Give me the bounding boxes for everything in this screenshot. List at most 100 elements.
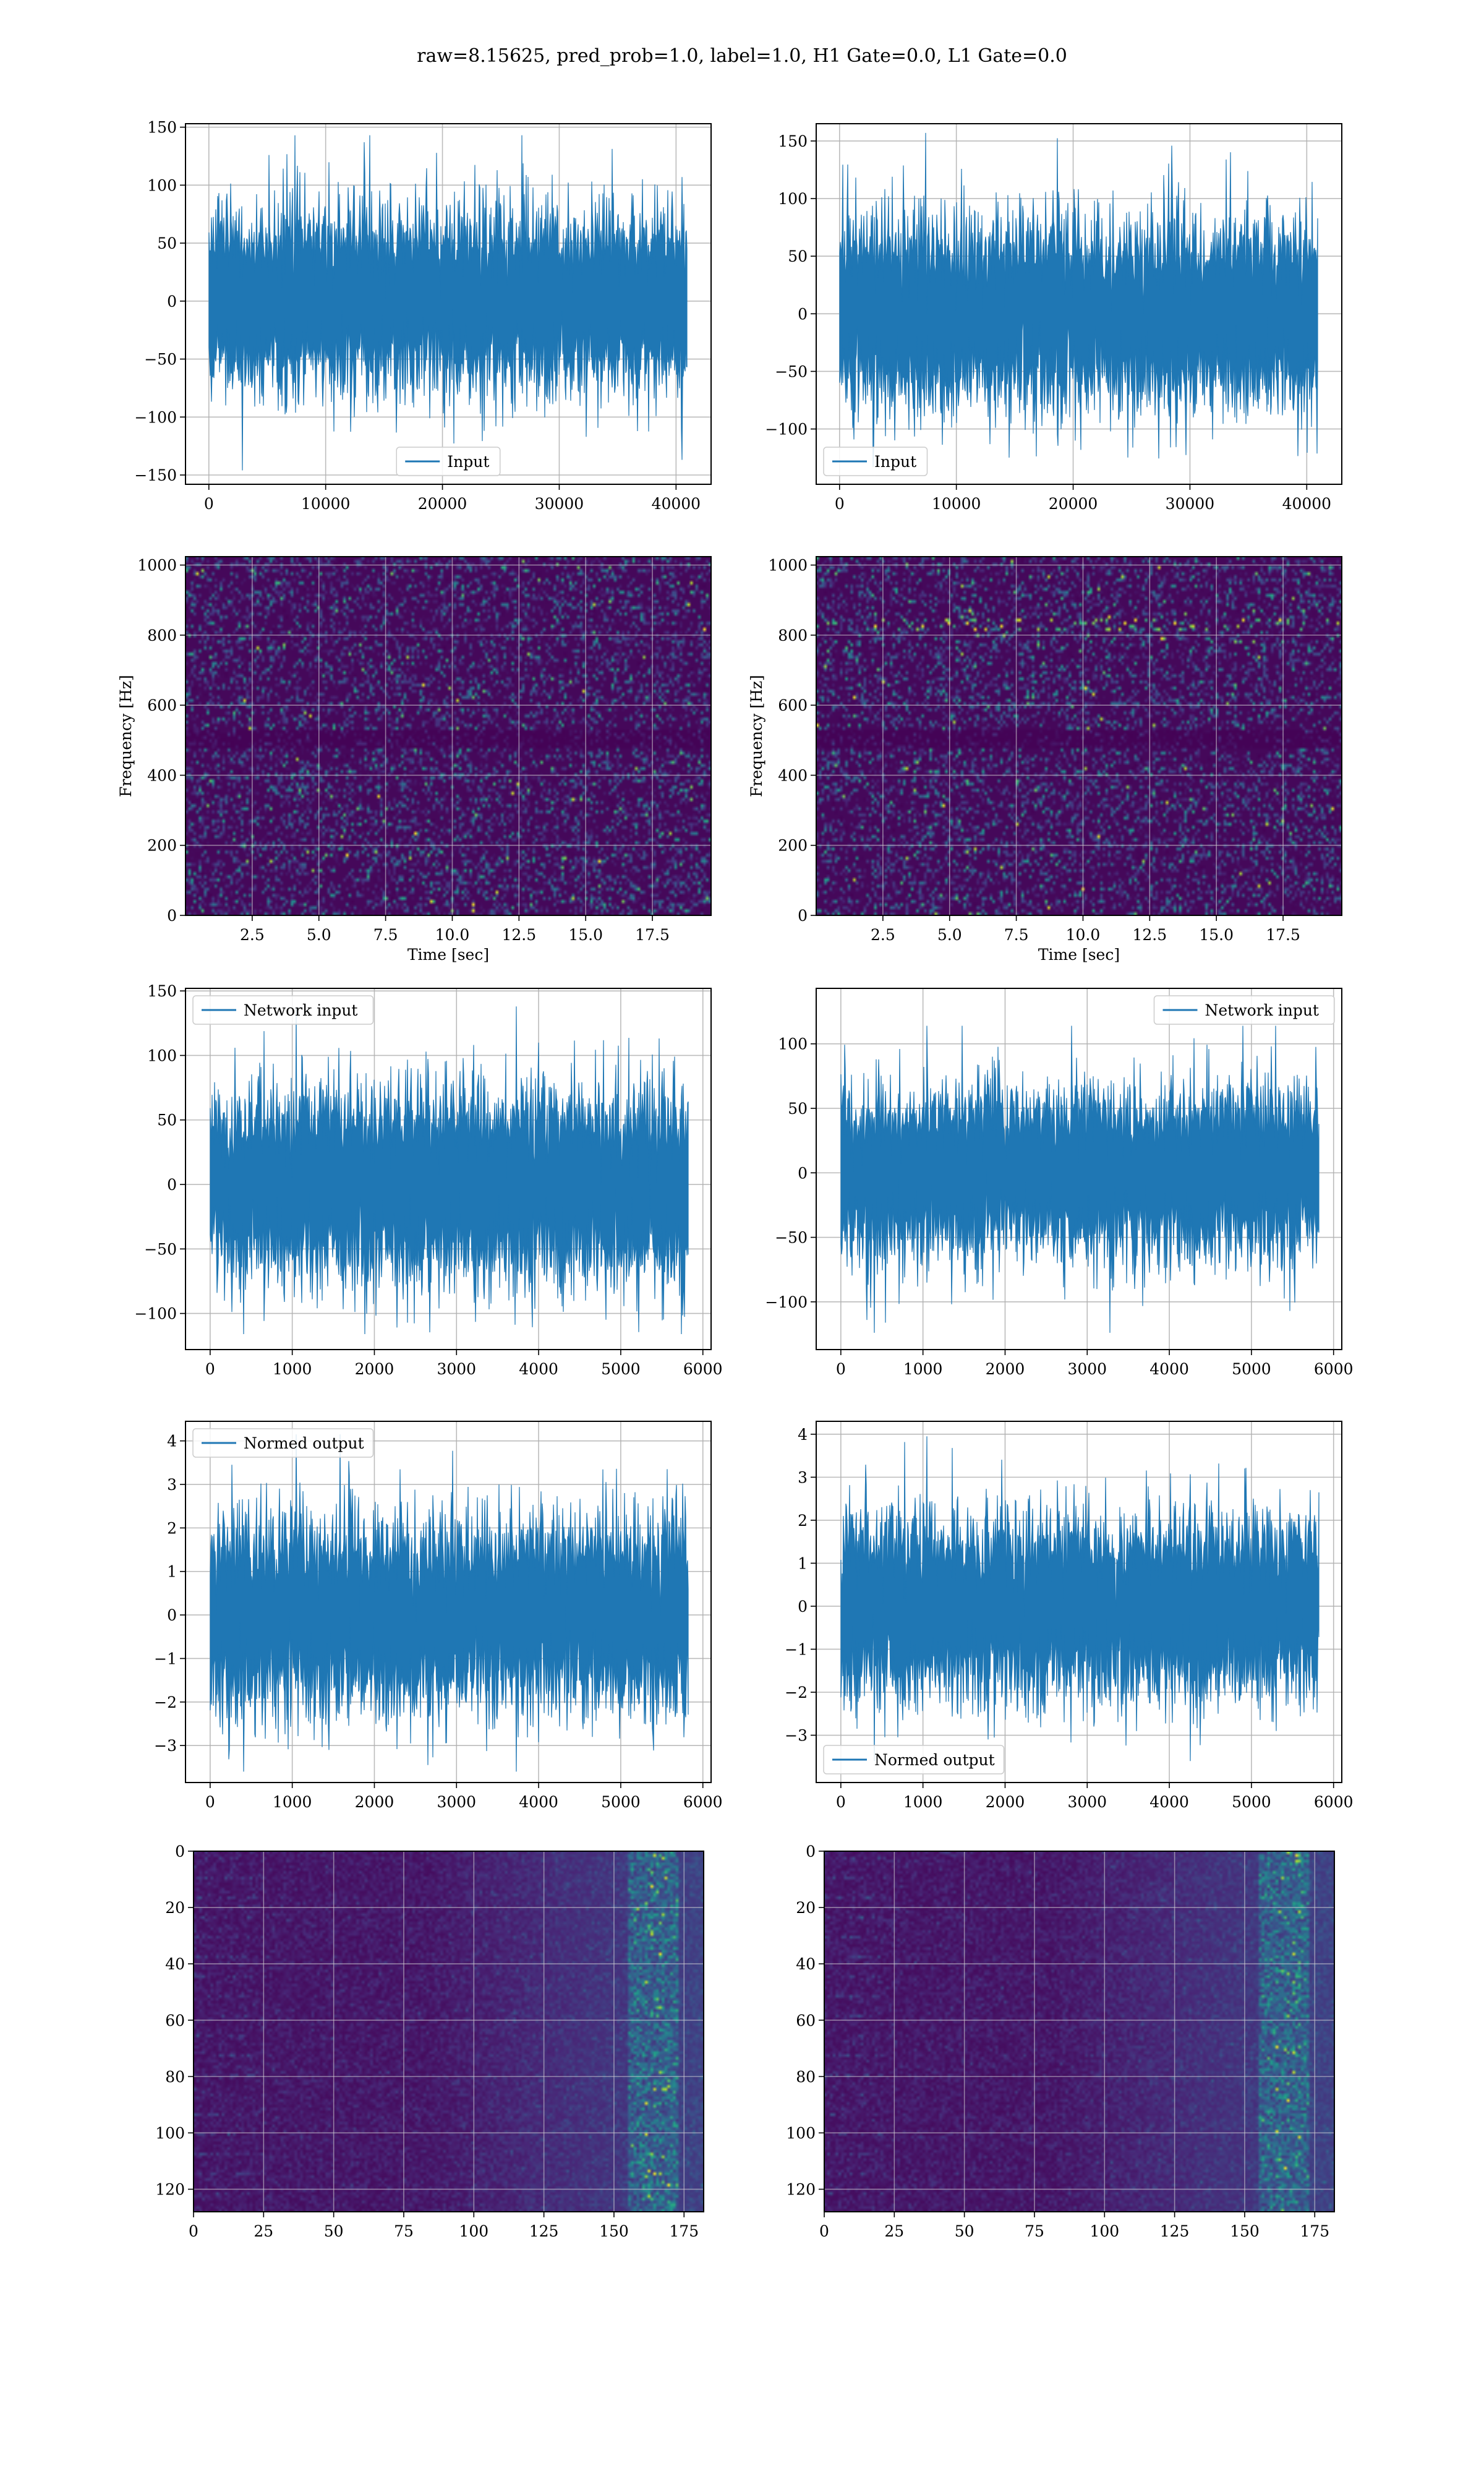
x-tick-label: 0 (205, 1793, 215, 1811)
x-tick-label: 0 (819, 2222, 829, 2240)
x-tick-label: 0 (204, 495, 214, 513)
y-tick-label: 20 (796, 1899, 816, 1917)
axes-frame (185, 556, 712, 916)
x-tick-label: 15.0 (568, 926, 603, 944)
x-tick-label: 150 (1230, 2222, 1260, 2240)
x-tick-label: 0 (836, 1360, 846, 1378)
x-tick-label: 20000 (1049, 495, 1098, 513)
panel-netin-l1: 0 1000 2000 3000 4000 5000 6000 −100 −50 0 50 100 Ne… (765, 988, 1354, 1378)
y-tick-label: −100 (134, 1305, 177, 1323)
x-tick-label: 6000 (683, 1360, 723, 1378)
x-tick-label: 0 (835, 495, 845, 513)
y-tick-label: 100 (147, 176, 177, 194)
x-tick-label: 2000 (986, 1793, 1025, 1811)
y-tick-label: −1 (785, 1640, 808, 1658)
legend-box (1153, 995, 1335, 1025)
x-tick-label: 125 (529, 2222, 559, 2240)
x-tick-label: 0 (205, 1360, 215, 1378)
x-tick-label: 10000 (932, 495, 981, 513)
x-tick-label: 5.0 (307, 926, 331, 944)
x-tick-label: 6000 (1314, 1360, 1354, 1378)
y-tick-label: 60 (796, 2011, 816, 2029)
y-tick-label: −50 (775, 1229, 808, 1247)
x-tick-label: 150 (599, 2222, 629, 2240)
legend-box (823, 447, 928, 476)
y-tick-label: 0 (175, 1843, 185, 1860)
y-tick-label: 0 (167, 907, 177, 925)
series-spikes (210, 1038, 688, 1183)
y-tick-label: 3 (798, 1468, 808, 1486)
y-axis-label: Frequency [Hz] (748, 675, 765, 797)
x-tick-label: 10000 (301, 495, 351, 513)
panel-feat-l1: 0 25 50 75 100 125 150 175 0 20 40 60 80 100 120 (786, 1843, 1335, 2240)
x-tick-label: 6000 (1314, 1793, 1354, 1811)
series-spikes (840, 1448, 1319, 1614)
x-tick-label: 125 (1160, 2222, 1190, 2240)
x-tick-label: 30000 (535, 495, 584, 513)
y-tick-label: 50 (788, 1100, 808, 1118)
x-tick-label: 4000 (519, 1360, 558, 1378)
x-tick-label: 4000 (1149, 1360, 1189, 1378)
legend: Network input (1153, 995, 1335, 1025)
x-tick-label: 1000 (903, 1793, 943, 1811)
y-tick-label: 50 (788, 247, 808, 265)
y-tick-label: 4 (167, 1432, 177, 1450)
y-tick-label: 120 (786, 2181, 816, 2199)
x-tick-label: 10.0 (1066, 926, 1101, 944)
heatmap-image-feat-l1 (824, 1851, 1334, 2212)
x-tick-label: 2.5 (871, 926, 895, 944)
legend-box (192, 995, 374, 1025)
y-tick-label: 60 (165, 2011, 185, 2029)
y-tick-label: −50 (144, 351, 177, 369)
y-tick-label: 0 (798, 1598, 808, 1616)
panel-netin-h1: 0 1000 2000 3000 4000 5000 6000 −100 −50 0 50 100 15… (134, 982, 722, 1378)
x-tick-label: 5.0 (937, 926, 962, 944)
y-tick-label: −50 (144, 1240, 177, 1258)
x-tick-label: 5000 (1232, 1793, 1271, 1811)
y-tick-label: 400 (778, 766, 808, 784)
x-tick-label: 75 (1025, 2222, 1044, 2240)
y-tick-label: 100 (147, 1047, 177, 1064)
y-tick-label: −1 (154, 1650, 177, 1667)
y-tick-label: 600 (147, 696, 177, 714)
series-spikes (208, 135, 687, 299)
x-tick-label: 4000 (1149, 1793, 1189, 1811)
x-tick-label: 50 (324, 2222, 344, 2240)
legend: Input (823, 447, 928, 476)
y-tick-label: 3 (167, 1476, 177, 1494)
x-tick-label: 20000 (418, 495, 467, 513)
y-tick-label: −2 (785, 1684, 808, 1701)
y-tick-label: 1 (167, 1563, 177, 1581)
y-tick-label: 0 (806, 1843, 816, 1860)
x-tick-label: 17.5 (1266, 926, 1300, 944)
panel-input-l1: 0 10000 20000 30000 40000 −100 −50 0 50 100 150 Inp… (765, 123, 1342, 513)
axes-frame (185, 1421, 712, 1783)
x-tick-label: 100 (1090, 2222, 1119, 2240)
x-tick-label: 40000 (1282, 495, 1332, 513)
x-tick-label: 7.5 (1004, 926, 1029, 944)
heatmap-image-feat-h1 (194, 1851, 704, 2212)
y-tick-label: 800 (147, 627, 177, 644)
legend: Normed output (823, 1745, 1005, 1774)
legend-box (192, 1428, 374, 1458)
axes-frame (816, 123, 1342, 485)
x-tick-label: 5000 (601, 1360, 641, 1378)
x-tick-label: 25 (254, 2222, 273, 2240)
y-tick-label: 150 (778, 132, 808, 150)
y-tick-label: 400 (147, 766, 177, 784)
x-tick-label: 3000 (437, 1360, 476, 1378)
panel-spec-l1: 2.5 5.0 7.5 10.0 12.5 15.0 17.5 0 200 400 600 800 10… (748, 556, 1342, 964)
x-tick-label: 0 (189, 2222, 198, 2240)
legend-label: Normed output (874, 1751, 995, 1769)
panel-input-h1: 0 10000 20000 30000 40000 −150 −100 −50 0 50 100 15… (134, 119, 712, 513)
y-tick-label: 40 (165, 1955, 185, 1973)
y-tick-label: 20 (165, 1899, 185, 1917)
y-tick-label: 0 (798, 305, 808, 323)
x-tick-label: 4000 (519, 1793, 558, 1811)
y-tick-label: 1000 (137, 557, 177, 575)
x-tick-label: 10.0 (435, 926, 470, 944)
y-axis-label: Frequency [Hz] (117, 675, 135, 797)
x-tick-label: 3000 (437, 1793, 476, 1811)
x-tick-label: 2000 (355, 1793, 394, 1811)
